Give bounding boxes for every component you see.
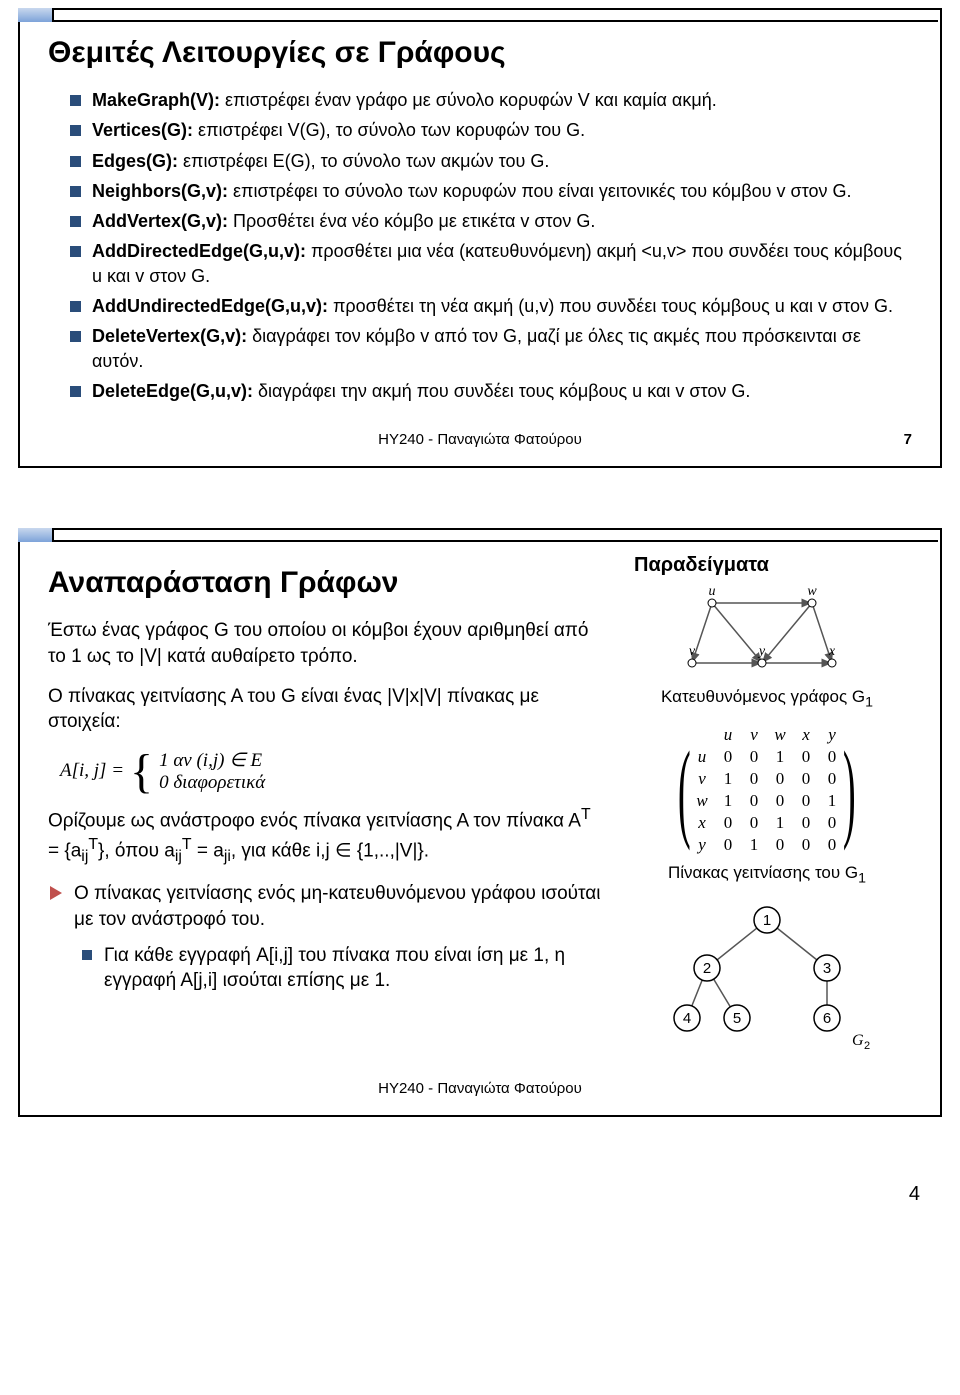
list-item: Neighbors(G,v): επιστρέφει το σύνολο των…	[70, 179, 912, 203]
slide-2: Αναπαράσταση Γράφων Έστω ένας γράφος G τ…	[18, 528, 942, 1117]
item-text: επιστρέφει το σύνολο των κορυφών που είν…	[228, 181, 851, 201]
svg-text:u: u	[709, 584, 716, 599]
svg-text:4: 4	[683, 1010, 691, 1027]
footer-text: ΗΥ240 - Παναγιώτα Φατούρου	[378, 431, 582, 448]
item-bold: AddVertex(G,v):	[92, 211, 228, 231]
list-item: DeleteVertex(G,v): διαγράφει τον κόμβο v…	[70, 324, 912, 373]
svg-text:1: 1	[763, 912, 771, 929]
tree-g2: 123456G2	[657, 900, 877, 1050]
page-number: 4	[0, 1177, 960, 1206]
list-item: MakeGraph(V): επιστρέφει έναν γράφο με σ…	[70, 88, 912, 112]
item-bold: DeleteVertex(G,v):	[92, 326, 247, 346]
list-item: AddVertex(G,v): Προσθέτει ένα νέο κόμβο …	[70, 209, 912, 233]
slide-chrome	[18, 528, 938, 542]
adjacency-matrix: ( uvwxyu00100v10000w10001x00100y01000 )	[622, 725, 912, 857]
item-bold: Vertices(G):	[92, 120, 193, 140]
slide-1-pagenum: 7	[904, 431, 912, 448]
svg-text:w: w	[807, 584, 817, 599]
svg-text:5: 5	[733, 1010, 741, 1027]
item-text: επιστρέφει V(G), το σύνολο των κορυφών τ…	[193, 120, 585, 140]
sub-bullet-1: Για κάθε εγγραφή A[i,j] του πίνακα που ε…	[78, 943, 604, 994]
slide-chrome	[18, 8, 938, 22]
list-item: AddDirectedEdge(G,u,v): προσθέτει μια νέ…	[70, 239, 912, 288]
formula: A[i, j] = { 1 αν (i,j) ∈ E 0 διαφορετικά	[60, 749, 604, 794]
footer-text: ΗΥ240 - Παναγιώτα Φατούρου	[378, 1080, 582, 1097]
list-item: AddUndirectedEdge(G,u,v): προσθέτει τη ν…	[70, 294, 912, 318]
svg-text:v: v	[689, 644, 696, 659]
slide-1-list: MakeGraph(V): επιστρέφει έναν γράφο με σ…	[48, 88, 912, 403]
svg-text:2: 2	[703, 960, 711, 977]
slide-2-footer: ΗΥ240 - Παναγιώτα Φατούρου	[48, 1080, 912, 1097]
slide-1-title: Θεμιτές Λειτουργίες σε Γράφους	[48, 36, 912, 70]
brace-icon: {	[130, 750, 153, 793]
item-bold: AddUndirectedEdge(G,u,v):	[92, 296, 328, 316]
item-text: επιστρέφει έναν γράφο με σύνολο κορυφών …	[220, 90, 717, 110]
item-text: διαγράφει την ακμή που συνδέει τους κόμβ…	[253, 381, 750, 401]
formula-case-1: 1 αν (i,j) ∈ E	[159, 749, 265, 772]
item-text: επιστρέφει E(G), το σύνολο των ακμών του…	[178, 151, 549, 171]
item-text: προσθέτει τη νέα ακμή (u,v) που συνδέει …	[328, 296, 893, 316]
arrow-bullet-1: Ο πίνακας γειτνίασης ενός μη-κατευθυνόμε…	[48, 881, 604, 932]
svg-text:2: 2	[864, 1040, 870, 1050]
para-2: Ο πίνακας γειτνίασης Α του G είναι ένας …	[48, 684, 604, 735]
item-bold: AddDirectedEdge(G,u,v):	[92, 241, 306, 261]
item-bold: MakeGraph(V):	[92, 90, 220, 110]
slide-2-right: Παραδείγματα u w v y x Κατευθυνόμενος γράφος…	[622, 548, 912, 1052]
examples-header: Παραδείγματα	[634, 554, 912, 577]
list-item: Vertices(G): επιστρέφει V(G), το σύνολο …	[70, 118, 912, 142]
svg-text:6: 6	[823, 1010, 831, 1027]
list-item: Edges(G): επιστρέφει E(G), το σύνολο των…	[70, 149, 912, 173]
slide-2-title: Αναπαράσταση Γράφων	[48, 566, 604, 600]
svg-text:x: x	[828, 644, 836, 659]
svg-text:G: G	[852, 1032, 864, 1049]
svg-text:y: y	[757, 644, 766, 659]
slide-2-left: Αναπαράσταση Γράφων Έστω ένας γράφος G τ…	[48, 548, 604, 1052]
svg-text:3: 3	[823, 960, 831, 977]
list-item: DeleteEdge(G,u,v): διαγράφει την ακμή πο…	[70, 379, 912, 403]
caption-matrix: Πίνακας γειτνίασης του G1	[622, 863, 912, 886]
slide-1-footer: ΗΥ240 - Παναγιώτα Φατούρου 7	[48, 431, 912, 448]
para-1: Έστω ένας γράφος G του οποίου οι κόμβοι …	[48, 618, 604, 669]
para-3: Ορίζουμε ως ανάστροφο ενός πίνακα γειτνί…	[48, 804, 604, 867]
slide-1: Θεμιτές Λειτουργίες σε Γράφους MakeGraph…	[18, 8, 942, 468]
directed-graph-g1: u w v y x	[672, 581, 862, 681]
item-bold: Neighbors(G,v):	[92, 181, 228, 201]
caption-graph: Κατευθυνόμενος γράφος G1	[622, 687, 912, 710]
formula-left: A[i, j] =	[60, 760, 124, 782]
formula-case-2: 0 διαφορετικά	[159, 772, 265, 794]
item-bold: DeleteEdge(G,u,v):	[92, 381, 253, 401]
item-text: Προσθέτει ένα νέο κόμβο με ετικέτα v στο…	[228, 211, 595, 231]
item-bold: Edges(G):	[92, 151, 178, 171]
